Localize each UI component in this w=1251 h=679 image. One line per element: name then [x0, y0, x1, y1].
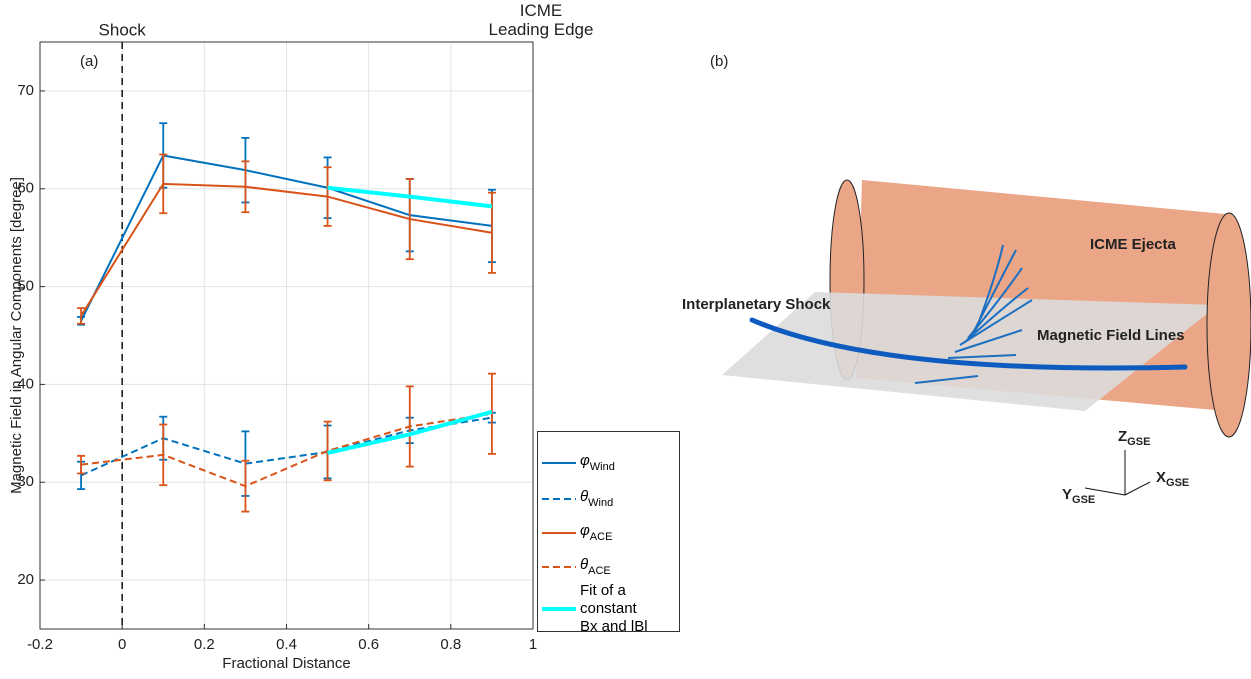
- diagram: [722, 179, 1251, 496]
- legend-swatch: [542, 497, 576, 500]
- legend: φWind θWind φACE θACE Fit of a constant Bx a…: [537, 431, 680, 635]
- y-tick-label: 40: [17, 375, 34, 392]
- plot-frame: [39, 41, 534, 630]
- shock-curve: [749, 317, 1188, 371]
- legend-swatch: [542, 565, 576, 568]
- series-line: [327, 409, 493, 455]
- gse-axis-label: ZGSE: [1118, 428, 1150, 448]
- series-line: [80, 416, 493, 477]
- x-tick-label: 0.8: [440, 636, 461, 653]
- legend-label: θ: [580, 488, 589, 505]
- annotation: ICME Leading Edge: [489, 1, 594, 39]
- error-bar: [241, 459, 250, 513]
- gse-axis-label: YGSE: [1062, 486, 1095, 506]
- series-line: [80, 412, 493, 488]
- error-bar: [159, 153, 168, 215]
- legend-entry: θWind: [542, 488, 613, 509]
- diagram-label: Interplanetary Shock: [682, 296, 831, 313]
- error-bar: [405, 385, 414, 468]
- x-tick-label: 0.2: [194, 636, 215, 653]
- y-tick-label: 60: [17, 180, 34, 197]
- legend-label: θ: [580, 556, 589, 573]
- legend-label-sub: Wind: [589, 461, 615, 473]
- legend-swatch: [542, 607, 576, 611]
- x-tick-label: 0: [118, 636, 126, 653]
- y-axis-label: Magnetic Field in Angular Components [de…: [8, 177, 25, 494]
- legend-label: Fit of a constant Bx and lBl: [580, 582, 648, 635]
- plane: [722, 292, 1218, 411]
- cylinder-end: [1206, 212, 1251, 438]
- diagram-label: ICME Ejecta: [1090, 236, 1177, 253]
- x-tick-label: 0.4: [276, 636, 297, 653]
- axis-letter: X: [1156, 469, 1166, 486]
- legend-entry: Fit of a constant Bx and lBl: [542, 582, 650, 636]
- legend-label-sub: Wind: [588, 497, 614, 509]
- axis-sub: GSE: [1166, 477, 1189, 489]
- legend-entry: φWind: [542, 452, 615, 473]
- error-bar: [405, 178, 414, 261]
- legend-swatch: [542, 461, 576, 464]
- panel-label: (b): [710, 53, 728, 70]
- error-bar: [77, 454, 86, 475]
- axis-letter: Z: [1118, 428, 1127, 445]
- panel-label: (a): [80, 53, 98, 70]
- gse-axis-label: XGSE: [1156, 469, 1189, 489]
- legend-label-sub: ACE: [588, 565, 611, 577]
- gse-axes: [1084, 450, 1151, 496]
- x-tick-label: 1: [529, 636, 537, 653]
- y-tick-label: 30: [17, 473, 34, 490]
- series-line: [80, 182, 493, 317]
- error-bar: [159, 423, 168, 487]
- legend-label: φ: [580, 522, 590, 539]
- legend-label: φ: [580, 452, 590, 469]
- series-line: [327, 185, 493, 209]
- legend-entry: φACE: [542, 522, 612, 543]
- axis-sub: GSE: [1072, 494, 1095, 506]
- error-bar: [77, 307, 86, 325]
- x-tick-label: 0.6: [358, 636, 379, 653]
- error-bar: [323, 166, 332, 227]
- y-tick-label: 50: [17, 278, 34, 295]
- y-tick-label: 20: [17, 571, 34, 588]
- axis-sub: GSE: [1127, 436, 1150, 448]
- y-tick-label: 70: [17, 82, 34, 99]
- series-line: [80, 154, 493, 322]
- diagram-label: Magnetic Field Lines: [1037, 327, 1185, 344]
- field-lines: [914, 244, 1033, 384]
- annotation: Shock: [99, 20, 147, 39]
- x-tick-label: -0.2: [27, 636, 53, 653]
- legend-entry: θACE: [542, 556, 611, 577]
- axis-letter: Y: [1062, 486, 1072, 503]
- legend-swatch: [542, 531, 576, 534]
- x-axis-label: Fractional Distance: [222, 655, 350, 672]
- legend-label-sub: ACE: [589, 531, 613, 543]
- error-bar: [241, 160, 250, 214]
